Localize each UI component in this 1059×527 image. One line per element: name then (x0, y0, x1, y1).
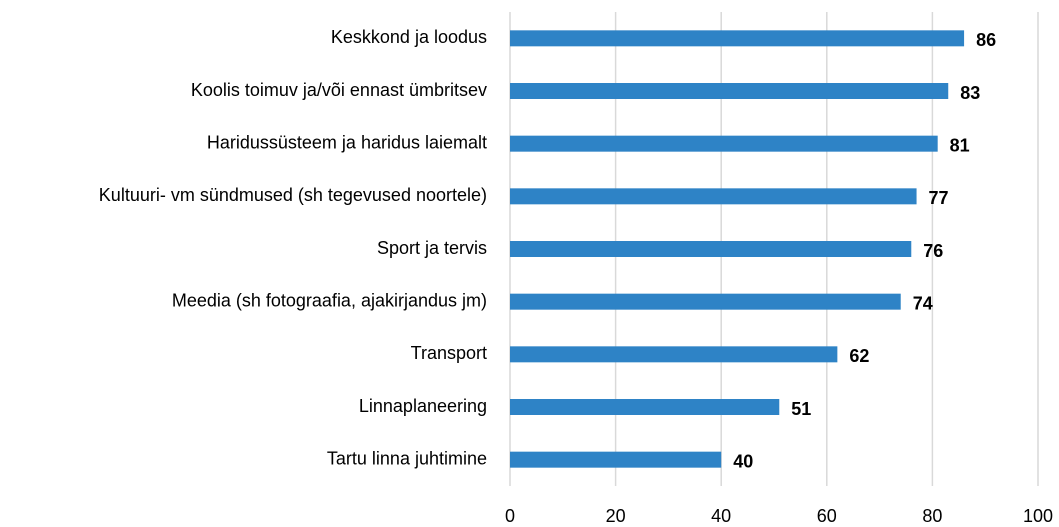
data-label: 86 (976, 30, 996, 50)
bar (510, 188, 917, 205)
bar (510, 135, 938, 152)
bar (510, 30, 965, 47)
data-label: 76 (923, 241, 943, 261)
x-tick-label: 80 (922, 506, 942, 526)
bar (510, 83, 949, 99)
data-label: 77 (929, 188, 949, 208)
y-tick-label: Keskkond ja loodus (331, 27, 487, 47)
bar (510, 451, 722, 468)
y-tick-label: Kultuuri- vm sündmused (sh tegevused noo… (99, 185, 487, 205)
y-tick-label: Tartu linna juhtimine (327, 448, 487, 468)
x-tick-label: 40 (711, 506, 731, 526)
y-tick-label: Transport (411, 343, 487, 363)
y-tick-label: Haridussüsteem ja haridus laiemalt (207, 132, 487, 152)
bar (510, 399, 780, 415)
x-tick-label: 20 (606, 506, 626, 526)
bar (510, 241, 912, 257)
x-tick-label: 100 (1023, 506, 1053, 526)
data-label: 83 (960, 83, 980, 103)
data-label: 81 (950, 135, 970, 155)
data-label: 74 (913, 293, 933, 313)
data-label: 62 (849, 346, 869, 366)
bar (510, 293, 901, 310)
y-tick-label: Linnaplaneering (359, 396, 487, 416)
bar (510, 346, 838, 363)
x-tick-label: 0 (505, 506, 515, 526)
data-label: 40 (733, 451, 753, 471)
x-tick-label: 60 (817, 506, 837, 526)
y-tick-label: Sport ja tervis (377, 238, 487, 258)
data-label: 51 (791, 399, 811, 419)
y-tick-label: Koolis toimuv ja/või ennast ümbritsev (191, 80, 487, 100)
y-tick-label: Meedia (sh fotograafia, ajakirjandus jm) (172, 290, 487, 310)
